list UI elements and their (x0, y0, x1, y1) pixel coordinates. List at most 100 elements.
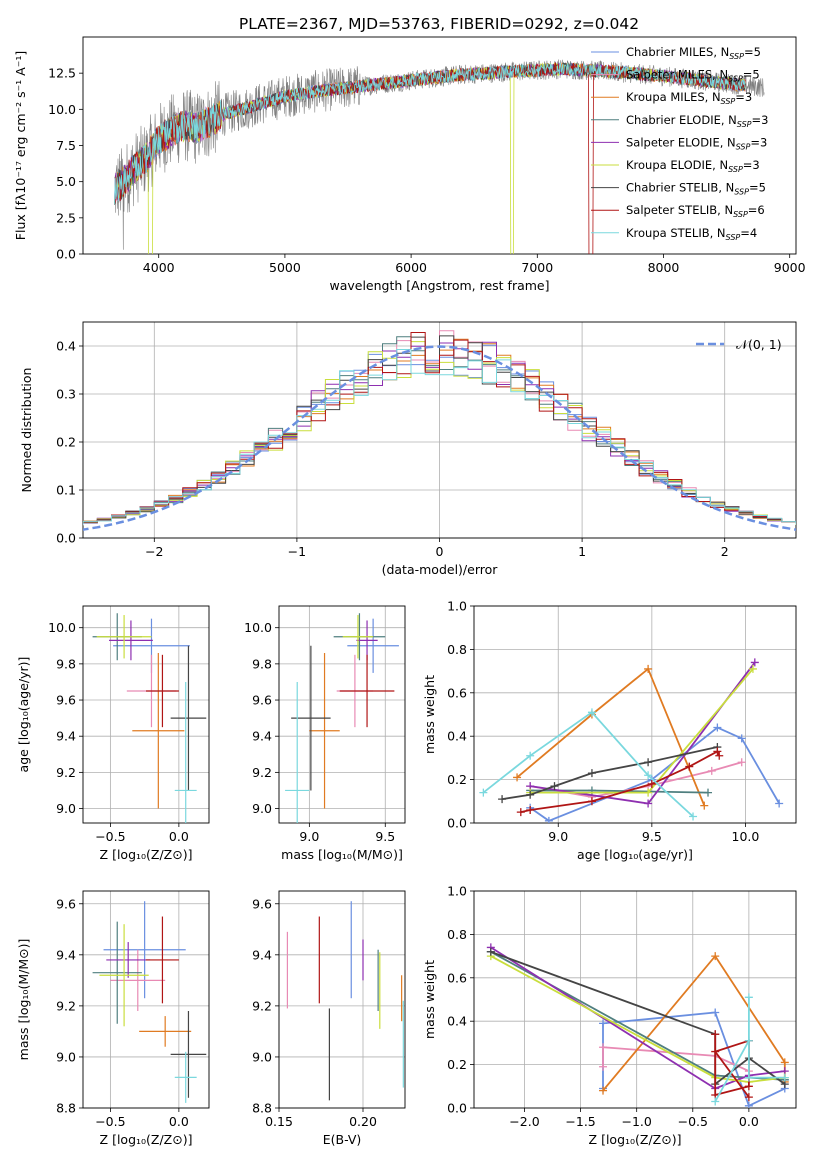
weight_vs_age-marker-salpeter-stelib-1 (526, 805, 535, 814)
mass_vs_z-xtick-label-0: −0.5 (95, 1114, 125, 1129)
age_vs_mass-ytick-label-0: 9.0 (252, 801, 272, 816)
weight_vs_age-marker-salpeter-elodie-1 (644, 799, 653, 808)
weight_vs_age-marker-salpeter-stelib-6 (715, 751, 724, 760)
weight_vs_age-marker-chabrier-miles-4 (737, 734, 746, 743)
weight_vs_age-marker-kroupa-stelib-1 (526, 751, 535, 760)
weight_vs_age-marker-kroupa-miles-2 (644, 664, 653, 673)
weight_vs_age-marker-chabrier-stelib-1 (526, 790, 535, 799)
legend-label-kroupa-stelib: Kroupa STELIB, NSSP=4 (626, 226, 757, 242)
mass_vs_ebv-plot-area (286, 901, 404, 1101)
weight_vs_z-marker-kroupa-stelib-2 (744, 993, 753, 1002)
weight_vs_age-marker-salpeter-stelib-3 (647, 779, 656, 788)
age_vs_mass-xlabel: mass [log₁₀(M/M⊙)] (281, 847, 403, 862)
weight_vs_age-marker-chabrier-stelib-2 (550, 782, 559, 791)
residuals-xtick-label-3: 1 (578, 544, 586, 559)
weight_vs_age-marker-salpeter-stelib-0 (516, 808, 525, 817)
mass_vs_ebv-xtick-label-1: 0.20 (349, 1114, 377, 1129)
weight_vs_age-marker-kroupa-stelib-0 (479, 788, 488, 797)
model-spectrum-kroupa-stelib (114, 62, 746, 205)
spectrum-frame (82, 36, 797, 255)
weight_vs_age-line-chabrier-stelib (501, 746, 718, 800)
spectrum-ytick-label-2: 5.0 (56, 174, 76, 189)
weight_vs_z-ytick-label-0: 0.0 (447, 1101, 467, 1116)
spectrum-ylabel: Flux [fλ10⁻¹⁷ erg cm⁻² s⁻¹ A⁻¹] (13, 51, 28, 240)
weight_vs_age-ytick-label-4: 0.8 (447, 642, 467, 657)
spectrum-xtick-label-4: 8000 (648, 260, 680, 275)
spectrum-xtick-label-5: 9000 (774, 260, 806, 275)
residuals-xtick-label-1: −1 (288, 544, 306, 559)
weight_vs_age-marker-chabrier-miles-5 (775, 799, 784, 808)
spectrum-xtick-label-3: 7000 (521, 260, 553, 275)
spectrum-ytick-label-4: 10.0 (48, 102, 76, 117)
mass_vs_z-ytick-label-0: 8.8 (56, 1101, 76, 1116)
weight_vs_z-ytick-label-2: 0.4 (447, 1014, 467, 1029)
legend-label-salpeter-miles: Salpeter MILES, NSSP=5 (626, 68, 760, 84)
weight_vs_age-ytick-label-1: 0.2 (447, 772, 467, 787)
age_vs_z-ytick-label-3: 9.6 (56, 693, 76, 708)
legend-label-chabrier-stelib: Chabrier STELIB, NSSP=5 (626, 181, 766, 197)
residuals-ytick-label-1: 0.1 (56, 483, 76, 498)
age_vs_z-plot-area (92, 613, 207, 823)
mass_vs_z-xtick-label-1: 0.0 (169, 1114, 189, 1129)
weight_vs_age-marker-kroupa-elodie-2 (748, 664, 757, 673)
weight_vs_age-marker-chabrier-stelib-4 (644, 758, 653, 767)
age_vs_mass-ytick-label-1: 9.2 (252, 765, 272, 780)
weight_vs_age-ylabel: mass weight (422, 675, 437, 754)
spectrum-ytick-label-3: 7.5 (56, 138, 76, 153)
age-vs-mass-panel: 9.0 9.5 9.0 9.2 9.4 9.6 9.8 10.0 mass [log₁₀(M/M… (244, 605, 406, 862)
weight_vs_z-marker-salpeter-miles-1 (599, 1043, 608, 1052)
age_vs_z-xtick-label-1: 0.0 (169, 829, 189, 844)
weight_vs_z-ytick-label-5: 1.0 (447, 884, 467, 899)
spectrum-plot-area (114, 59, 765, 254)
age_vs_z-ytick-label-0: 9.0 (56, 801, 76, 816)
weight_vs_z-marker-kroupa-miles-2 (780, 1058, 789, 1067)
weight_vs_age-marker-kroupa-elodie-1 (644, 788, 653, 797)
weight_vs_age-marker-chabrier-elodie-2 (704, 788, 713, 797)
age_vs_z-xtick-label-0: −0.5 (95, 829, 125, 844)
weight_vs_age-marker-salpeter-stelib-2 (587, 797, 596, 806)
weight_vs_age-ytick-label-2: 0.4 (447, 729, 467, 744)
weight_vs_z-marker-kroupa-stelib-4 (780, 1073, 789, 1082)
age_vs_z-ytick-label-2: 9.4 (56, 729, 76, 744)
weight_vs_z-xtick-label-2: −1.0 (622, 1114, 652, 1129)
residuals-panel: −2 −1 0 1 2 0.0 0.1 0.2 0.3 0.4 (data-model)/error… (19, 321, 797, 577)
normal-curve-line (83, 345, 796, 531)
weight_vs_z-marker-kroupa-miles-1 (711, 952, 720, 961)
legend-label-normal: 𝒩(0, 1) (736, 337, 782, 352)
weight_vs_z-line-kroupa-stelib (714, 997, 785, 1102)
weight_vs_age-xtick-label-2: 10.0 (732, 829, 760, 844)
weight_vs_age-line-kroupa-miles (516, 667, 706, 806)
age_vs_mass-ytick-label-3: 9.6 (252, 693, 272, 708)
age_vs_mass-ytick-label-4: 9.8 (252, 656, 272, 671)
weight_vs_age-marker-chabrier-miles-1 (544, 816, 553, 823)
weight_vs_age-xtick-label-1: 9.5 (642, 829, 662, 844)
weight_vs_age-marker-kroupa-stelib-3 (644, 771, 653, 780)
weight_vs_z-marker-salpeter-stelib-2 (744, 1082, 753, 1091)
mass_vs_ebv-xtick-label-0: 0.15 (265, 1114, 293, 1129)
weight_vs_age-xlabel: age [log₁₀(age/yr)] (577, 847, 693, 862)
weight_vs_age-marker-chabrier-stelib-3 (587, 769, 596, 778)
age_vs_mass-xtick-label-1: 9.5 (375, 829, 395, 844)
age_vs_mass-xtick-label-0: 9.0 (299, 829, 319, 844)
weight_vs_z-line-salpeter-elodie (490, 946, 785, 1090)
legend-label-chabrier-miles: Chabrier MILES, NSSP=5 (626, 45, 761, 61)
residuals-ytick-label-4: 0.4 (56, 339, 76, 354)
mass_vs_z-xlabel: Z [log₁₀(Z/Z⊙)] (100, 1132, 193, 1147)
residuals-plot-area (83, 330, 796, 531)
mass-vs-ebv-panel: 0.15 0.20 8.8 9.0 9.2 9.4 9.6 E(B-V) (252, 890, 406, 1147)
weight-vs-age-panel: 9.0 9.5 10.0 0.0 0.2 0.4 0.6 0.8 1.0 age [log₁₀(a… (422, 599, 797, 862)
weight_vs_z-marker-salpeter-miles-0 (599, 1062, 608, 1071)
weight-vs-z-panel: −2.0 −1.5 −1.0 −0.5 0.0 0.0 0.2 0.4 0.6 0.8 1.0 Z [… (422, 884, 797, 1147)
age_vs_mass-ytick-label-5: 10.0 (244, 620, 272, 635)
weight_vs_z-frame (473, 890, 797, 1109)
mass-vs-z-panel: −0.5 0.0 8.8 9.0 9.2 9.4 9.6 Z [log₁₀(Z/Z⊙)] mas… (16, 890, 210, 1147)
mass_vs_z-ytick-label-4: 9.6 (56, 896, 76, 911)
residuals-ytick-label-3: 0.3 (56, 387, 76, 402)
weight_vs_z-ylabel: mass weight (422, 960, 437, 1039)
weight_vs_z-line-chabrier-elodie (490, 951, 785, 1081)
weight_vs_age-frame (473, 605, 797, 824)
weight_vs_z-marker-kroupa-stelib-1 (744, 1036, 753, 1045)
weight_vs_age-marker-salpeter-stelib-5 (713, 747, 722, 756)
weight_vs_z-marker-chabrier-miles-1 (599, 1019, 608, 1028)
spectrum-xtick-label-0: 4000 (143, 260, 175, 275)
